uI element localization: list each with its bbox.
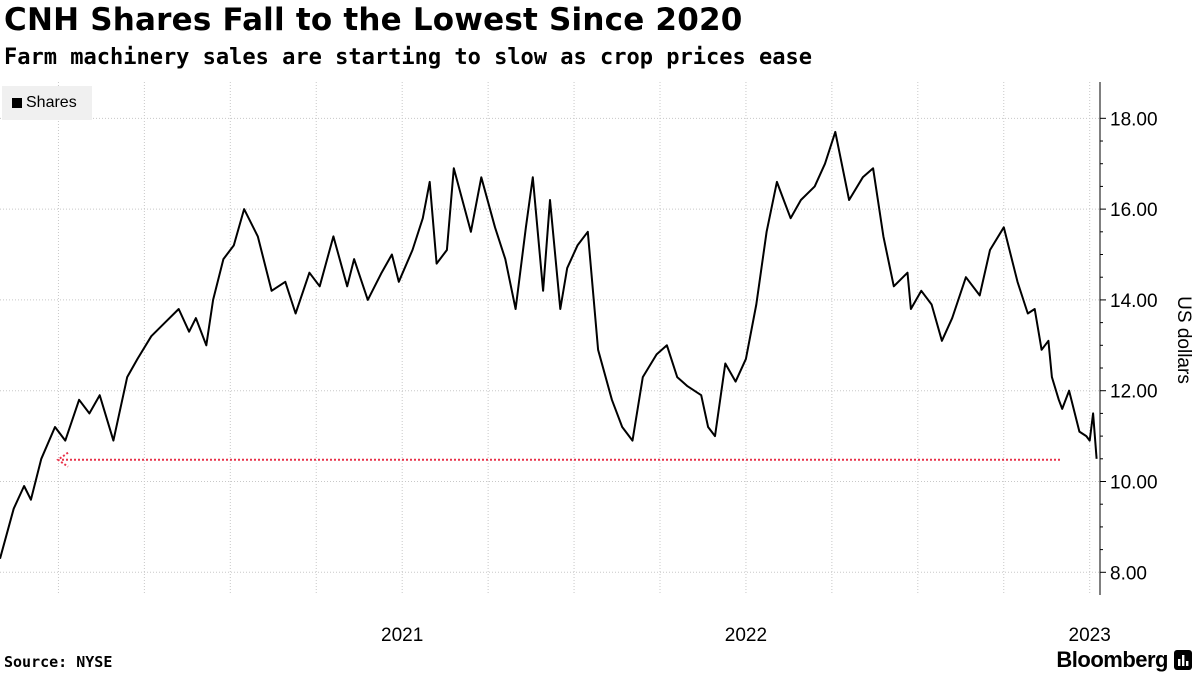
x-tick-label: 2021: [381, 625, 423, 646]
y-tick-label: 8.00: [1110, 563, 1147, 584]
series-group: [0, 130, 1098, 559]
legend-label-shares: Shares: [26, 94, 77, 111]
y-tick-label: 18.00: [1110, 109, 1158, 130]
chart-title: CNH Shares Fall to the Lowest Since 2020: [4, 2, 743, 38]
legend-swatch-shares: [12, 98, 22, 108]
series-line-shares: [0, 130, 1098, 559]
bloomberg-icon: [1174, 650, 1192, 670]
legend: Shares: [2, 86, 92, 120]
source-note: Source: NYSE: [4, 653, 113, 671]
y-tick-label: 14.00: [1110, 291, 1158, 312]
x-tick-label: 2023: [1069, 625, 1111, 646]
grid-lines: [0, 82, 1100, 595]
y-axis-label: US dollars: [1173, 296, 1194, 384]
reference-line: [56, 451, 1062, 468]
y-tick-label: 12.00: [1110, 382, 1158, 403]
brand-logo-text: Bloomberg: [1056, 647, 1168, 672]
chart-subtitle: Farm machinery sales are starting to slo…: [4, 45, 812, 70]
x-tick-label: 2022: [725, 625, 767, 646]
x-axis-ticks: 2021 2022 2023: [381, 625, 1111, 646]
y-axis: 8.00 10.00 12.00 14.00 16.00 18.00: [1099, 82, 1158, 595]
reference-arrowhead: [56, 451, 69, 468]
y-tick-label: 10.00: [1110, 473, 1158, 494]
y-tick-label: 16.00: [1110, 200, 1158, 221]
